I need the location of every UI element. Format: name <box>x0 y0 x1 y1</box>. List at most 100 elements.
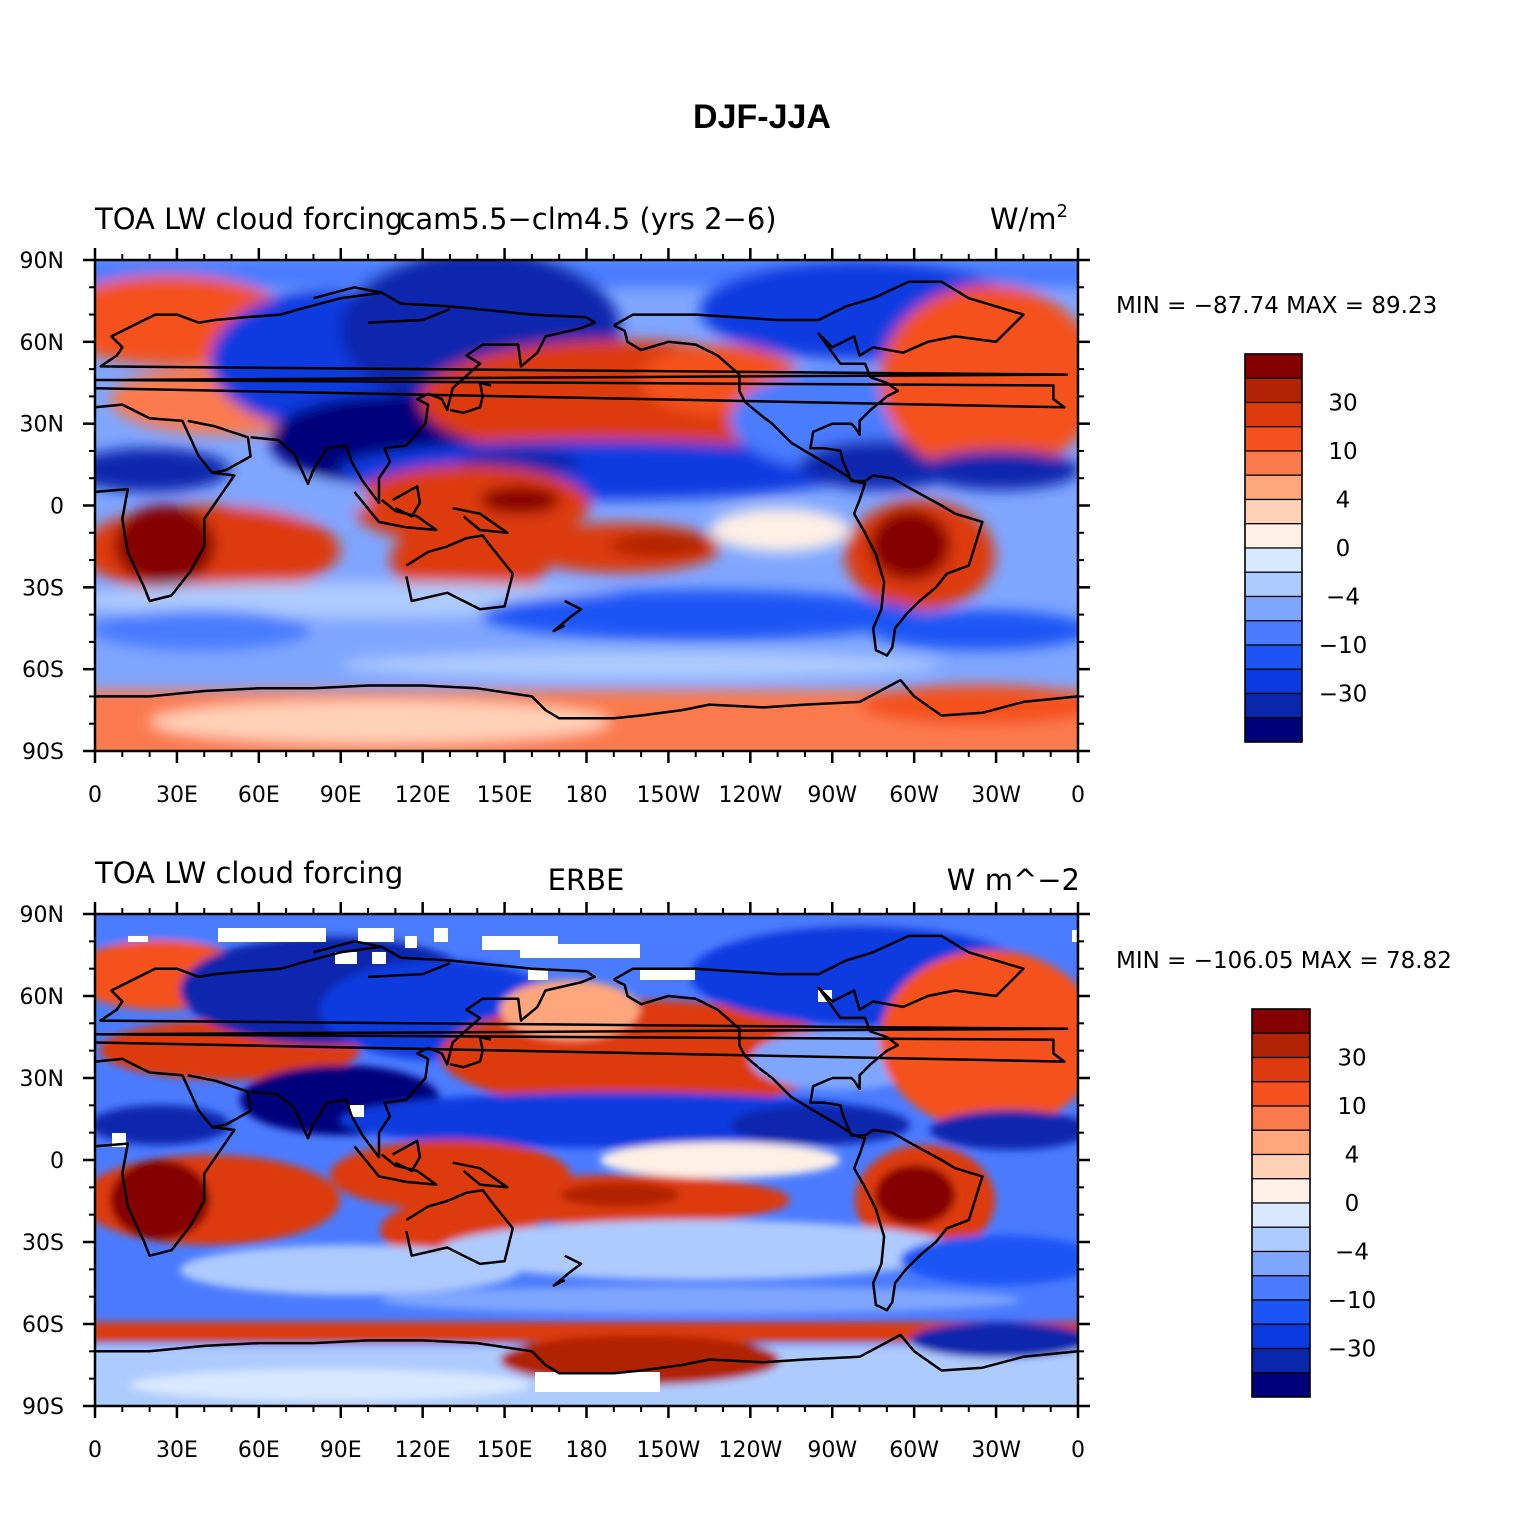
colorbar-box <box>1244 401 1303 428</box>
y-tick-label: 60N <box>20 985 64 1010</box>
x-tick-label: 30W <box>971 783 1021 808</box>
x-tick-label: 60W <box>889 1438 939 1463</box>
panel2-field <box>95 914 1078 1406</box>
x-tick-label: 90W <box>807 1438 857 1463</box>
colorbar-box <box>1244 426 1303 452</box>
coastline-segment <box>353 1145 438 1186</box>
panel2-axes: 0 30E 60E 90E 120E 150E 180 150W 120W 90W 60W 30W 09… <box>20 902 1090 1463</box>
colorbar-frame <box>1244 353 1303 743</box>
colorbar-box <box>1244 353 1303 379</box>
colorbar-label: −4 <box>1326 585 1360 611</box>
y-tick-label: 60N <box>20 331 64 356</box>
panel1-coastlines <box>93 280 1079 720</box>
coastline-segment <box>391 1139 422 1173</box>
panel2-center-title: ERBE <box>548 863 625 897</box>
x-tick-label: 60E <box>238 783 280 808</box>
panel1-left-title: TOA LW cloud forcing <box>94 202 403 236</box>
colorbar-label: 10 <box>1328 439 1357 465</box>
x-tick-label: 150W <box>637 1438 701 1463</box>
colorbar-label: −30 <box>1328 1337 1377 1363</box>
x-tick-label: 0 <box>1071 1438 1085 1463</box>
colorbar-box <box>1244 668 1303 695</box>
colorbar-box <box>1251 1032 1311 1059</box>
x-tick-label: 90E <box>320 783 362 808</box>
colorbar-frame <box>1251 1008 1311 1398</box>
coastline-segment <box>613 280 1025 657</box>
colorbar-label: 0 <box>1336 536 1351 562</box>
panel1-colorbar: 30 10 4 0 −4 −10 −30 <box>1244 353 1367 743</box>
coastline-segment <box>449 1035 492 1069</box>
panel1-units: W/m2 <box>990 201 1068 236</box>
y-tick-label: 30N <box>20 1067 64 1092</box>
coastline-segment <box>449 381 492 415</box>
colorbar-box <box>1251 1250 1311 1277</box>
panel2-colorbar: 30 10 4 0 −4 −10 −30 <box>1251 1008 1377 1398</box>
coastline-segment <box>187 419 252 475</box>
y-tick-label: 90S <box>22 1395 64 1420</box>
coastline-segment <box>613 934 1025 1312</box>
x-tick-label: 120W <box>718 783 782 808</box>
colorbar-label: 4 <box>1336 488 1351 514</box>
coastline-segment <box>452 506 509 535</box>
colorbar-label: −4 <box>1335 1240 1369 1266</box>
x-tick-label: 0 <box>1071 783 1085 808</box>
panel1-axes: 0 30E 60E 90E 120E 150E 180 150W 120W 90W 60W 30W 09… <box>20 248 1090 808</box>
y-tick-label: 60S <box>22 1313 64 1338</box>
colorbar-label: 30 <box>1328 391 1357 417</box>
x-tick-label: 150E <box>477 783 533 808</box>
coastline-segment <box>368 962 451 979</box>
panel-erbe: TOA LW cloud forcing ERBE W m^−2 <box>20 856 1452 1463</box>
x-tick-label: 0 <box>88 1438 102 1463</box>
coastline-segment <box>405 534 515 611</box>
x-tick-label: 90W <box>807 783 857 808</box>
colorbar-box <box>1244 474 1303 501</box>
colorbar-box <box>1244 523 1303 549</box>
panel1-min-max: MIN = −87.74 MAX = 89.23 <box>1116 293 1437 319</box>
coastline-segment <box>353 491 438 532</box>
colorbar-label: 4 <box>1345 1143 1360 1169</box>
x-tick-label: 120W <box>718 1438 782 1463</box>
x-tick-label: 180 <box>566 783 608 808</box>
y-tick-label: 0 <box>50 495 64 520</box>
colorbar-box <box>1251 1056 1311 1083</box>
coastline-segment <box>368 307 451 324</box>
coastline-segment <box>93 313 1069 409</box>
coastline-segment <box>95 1333 1079 1375</box>
x-tick-label: 120E <box>395 783 451 808</box>
colorbar-box <box>1251 1081 1311 1107</box>
panel-model-difference: TOA LW cloud forcing cam5.5−clm4.5 (yrs … <box>20 201 1438 808</box>
y-tick-label: 0 <box>50 1149 64 1174</box>
colorbar-box <box>1251 1202 1311 1228</box>
y-tick-label: 30S <box>22 576 64 601</box>
coastline-segment <box>93 967 1069 1063</box>
x-tick-label: 30W <box>971 1438 1021 1463</box>
x-tick-label: 150E <box>477 1438 533 1463</box>
coastline-segment <box>405 1188 515 1266</box>
coastline-segment <box>94 403 236 603</box>
colorbar-box <box>1244 377 1303 404</box>
y-tick-label: 30N <box>20 413 64 438</box>
panel2-coastlines <box>93 934 1079 1375</box>
colorbar-box <box>1244 571 1303 598</box>
coastline-segment <box>391 485 422 518</box>
colorbar-box <box>1244 717 1303 743</box>
y-tick-label: 90N <box>20 249 64 274</box>
colorbar-box <box>1244 498 1303 525</box>
figure-title: DJF-JJA <box>693 98 831 136</box>
coastline-segment <box>95 678 1079 720</box>
x-tick-label: 30E <box>156 1438 198 1463</box>
x-tick-label: 0 <box>88 783 102 808</box>
colorbar-box <box>1244 620 1303 646</box>
panel2-min-max: MIN = −106.05 MAX = 78.82 <box>1116 948 1452 974</box>
x-tick-label: 120E <box>395 1438 451 1463</box>
colorbar-box <box>1244 692 1303 719</box>
colorbar-box <box>1251 1372 1311 1398</box>
colorbar-box <box>1251 1153 1311 1180</box>
colorbar-box <box>1251 1347 1311 1374</box>
colorbar-box <box>1251 1323 1311 1350</box>
coastline-segment <box>187 1074 252 1129</box>
y-tick-label: 90S <box>22 740 64 765</box>
panel2-units: W m^−2 <box>947 863 1080 897</box>
colorbar-label: −10 <box>1328 1288 1377 1314</box>
